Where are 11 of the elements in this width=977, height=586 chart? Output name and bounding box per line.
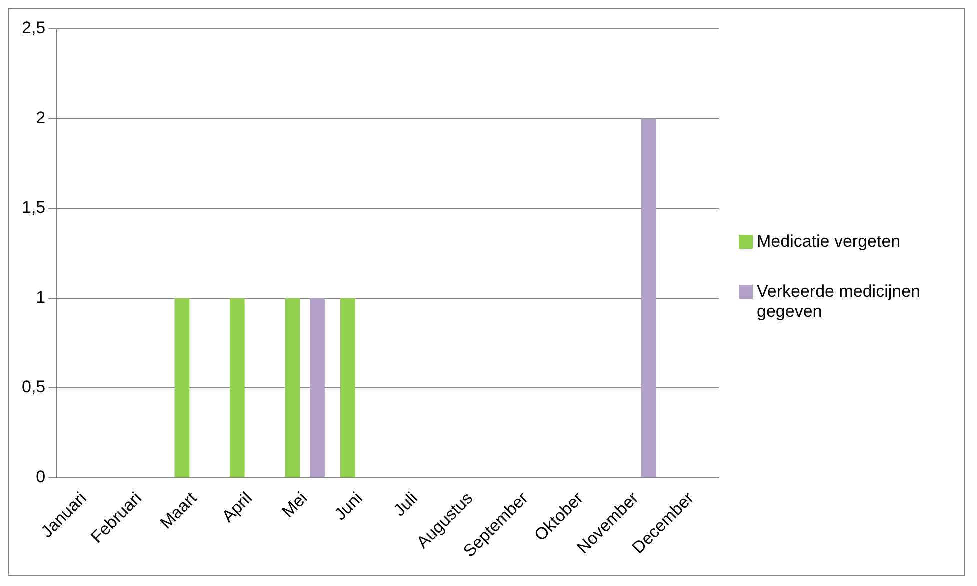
y-tick-label: 0 [36, 467, 46, 486]
legend-label: Verkeerde medicijnen gegeven [757, 282, 922, 322]
x-tick-label: Juli [390, 488, 422, 520]
y-tick-label: 1 [36, 288, 46, 307]
y-tick-label: 2 [36, 108, 46, 128]
y-tick-label: 2,5 [22, 18, 46, 38]
legend-label: Medicatie vergeten [757, 232, 901, 252]
x-tick-label: Juni [330, 488, 366, 524]
x-tick-label: Mei [278, 488, 312, 522]
y-tick-label: 0,5 [22, 378, 46, 397]
y-tick-label: 1,5 [22, 198, 46, 218]
